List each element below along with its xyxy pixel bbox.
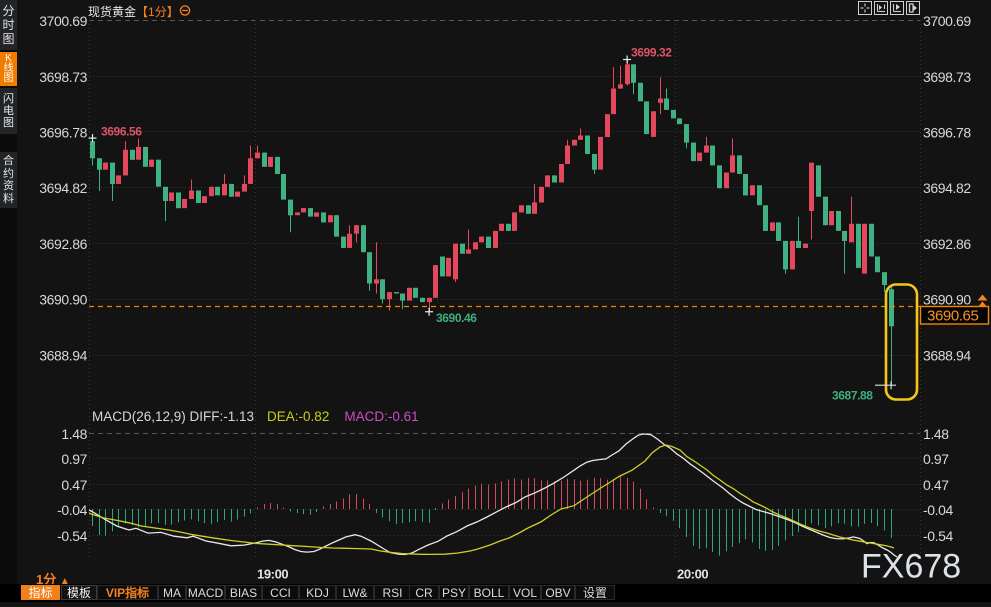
svg-text:3692.86: 3692.86 bbox=[923, 236, 971, 252]
svg-text:3699.32: 3699.32 bbox=[631, 46, 672, 60]
svg-text:-0.54: -0.54 bbox=[57, 528, 88, 544]
svg-text:3688.94: 3688.94 bbox=[39, 348, 87, 364]
svg-text:3690.90: 3690.90 bbox=[39, 292, 87, 308]
svg-text:20:00: 20:00 bbox=[677, 567, 708, 582]
svg-text:3687.88: 3687.88 bbox=[832, 389, 873, 403]
svg-text:3700.69: 3700.69 bbox=[923, 13, 971, 29]
svg-text:3690.90: 3690.90 bbox=[923, 292, 971, 308]
svg-text:3694.82: 3694.82 bbox=[923, 180, 971, 196]
svg-text:3696.78: 3696.78 bbox=[39, 124, 87, 140]
svg-text:1.48: 1.48 bbox=[923, 426, 949, 442]
svg-text:19:00: 19:00 bbox=[257, 567, 288, 582]
svg-text:FX678: FX678 bbox=[861, 548, 961, 586]
svg-text:0.47: 0.47 bbox=[61, 477, 87, 493]
svg-text:3700.69: 3700.69 bbox=[39, 13, 87, 29]
svg-text:3690.46: 3690.46 bbox=[436, 311, 477, 325]
svg-text:3690.65: 3690.65 bbox=[927, 308, 978, 325]
svg-text:0.97: 0.97 bbox=[923, 451, 949, 467]
svg-text:-0.54: -0.54 bbox=[923, 528, 954, 544]
svg-text:0.97: 0.97 bbox=[61, 451, 87, 467]
svg-text:3698.73: 3698.73 bbox=[39, 69, 87, 85]
svg-text:-0.04: -0.04 bbox=[923, 502, 954, 518]
svg-text:0.47: 0.47 bbox=[923, 477, 949, 493]
svg-text:3694.82: 3694.82 bbox=[39, 180, 87, 196]
svg-text:3696.56: 3696.56 bbox=[101, 125, 142, 139]
svg-text:3692.86: 3692.86 bbox=[39, 236, 87, 252]
svg-text:1.48: 1.48 bbox=[61, 426, 87, 442]
svg-text:3698.73: 3698.73 bbox=[923, 69, 971, 85]
svg-text:3688.94: 3688.94 bbox=[923, 348, 971, 364]
svg-text:-0.04: -0.04 bbox=[57, 502, 88, 518]
svg-text:3696.78: 3696.78 bbox=[923, 124, 971, 140]
